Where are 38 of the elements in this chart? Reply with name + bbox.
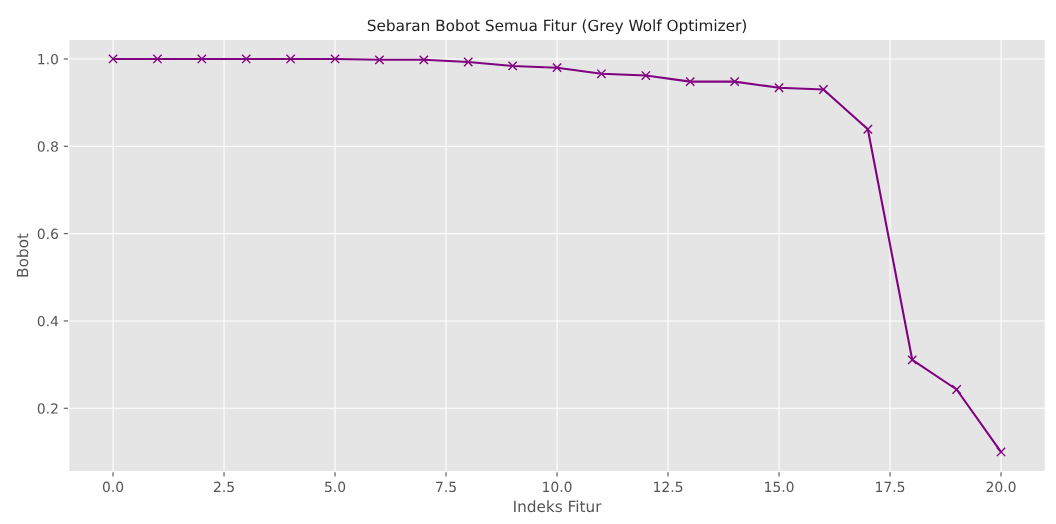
y-tick-label: 0.4 — [37, 315, 59, 327]
point — [196, 54, 207, 64]
x-tick-label: 0.0 — [102, 481, 124, 493]
point — [285, 54, 296, 64]
x-tick-label: 10.0 — [543, 481, 572, 493]
point — [996, 447, 1006, 457]
x-tick-label: 17.5 — [876, 481, 905, 493]
point — [108, 54, 118, 64]
point — [507, 61, 518, 71]
x-tick-label: 5.0 — [325, 481, 346, 493]
x-tick-label: 20.0 — [986, 481, 1016, 493]
point — [640, 70, 651, 81]
y-tick-label: 0.8 — [37, 141, 58, 152]
x-tick-label: 12.5 — [654, 481, 683, 493]
point — [463, 57, 474, 67]
point — [374, 54, 385, 65]
point — [862, 124, 873, 135]
point — [818, 84, 829, 95]
x-tick-label: 2.5 — [214, 481, 234, 493]
point — [907, 354, 918, 365]
point — [951, 384, 962, 395]
point — [596, 68, 607, 79]
x-axis-title: Indeks Fitur — [514, 500, 602, 513]
point — [152, 54, 163, 64]
y-tick-label: 1.0 — [38, 53, 58, 65]
point — [330, 54, 340, 64]
y-tick-label: 0.6 — [37, 228, 59, 240]
y-axis-title: Bobot — [16, 233, 29, 277]
point — [774, 82, 784, 93]
point — [685, 76, 696, 87]
x-tick-label: 7.5 — [436, 481, 456, 493]
chart-title: Sebaran Bobot Semua Fitur (Grey Wolf Optimizer) — [367, 19, 746, 35]
point — [552, 62, 562, 73]
point — [418, 54, 429, 65]
point — [241, 54, 252, 64]
y-tick-label: 0.2 — [37, 403, 58, 414]
x-tick-label: 15.0 — [765, 481, 794, 493]
point — [729, 76, 740, 87]
